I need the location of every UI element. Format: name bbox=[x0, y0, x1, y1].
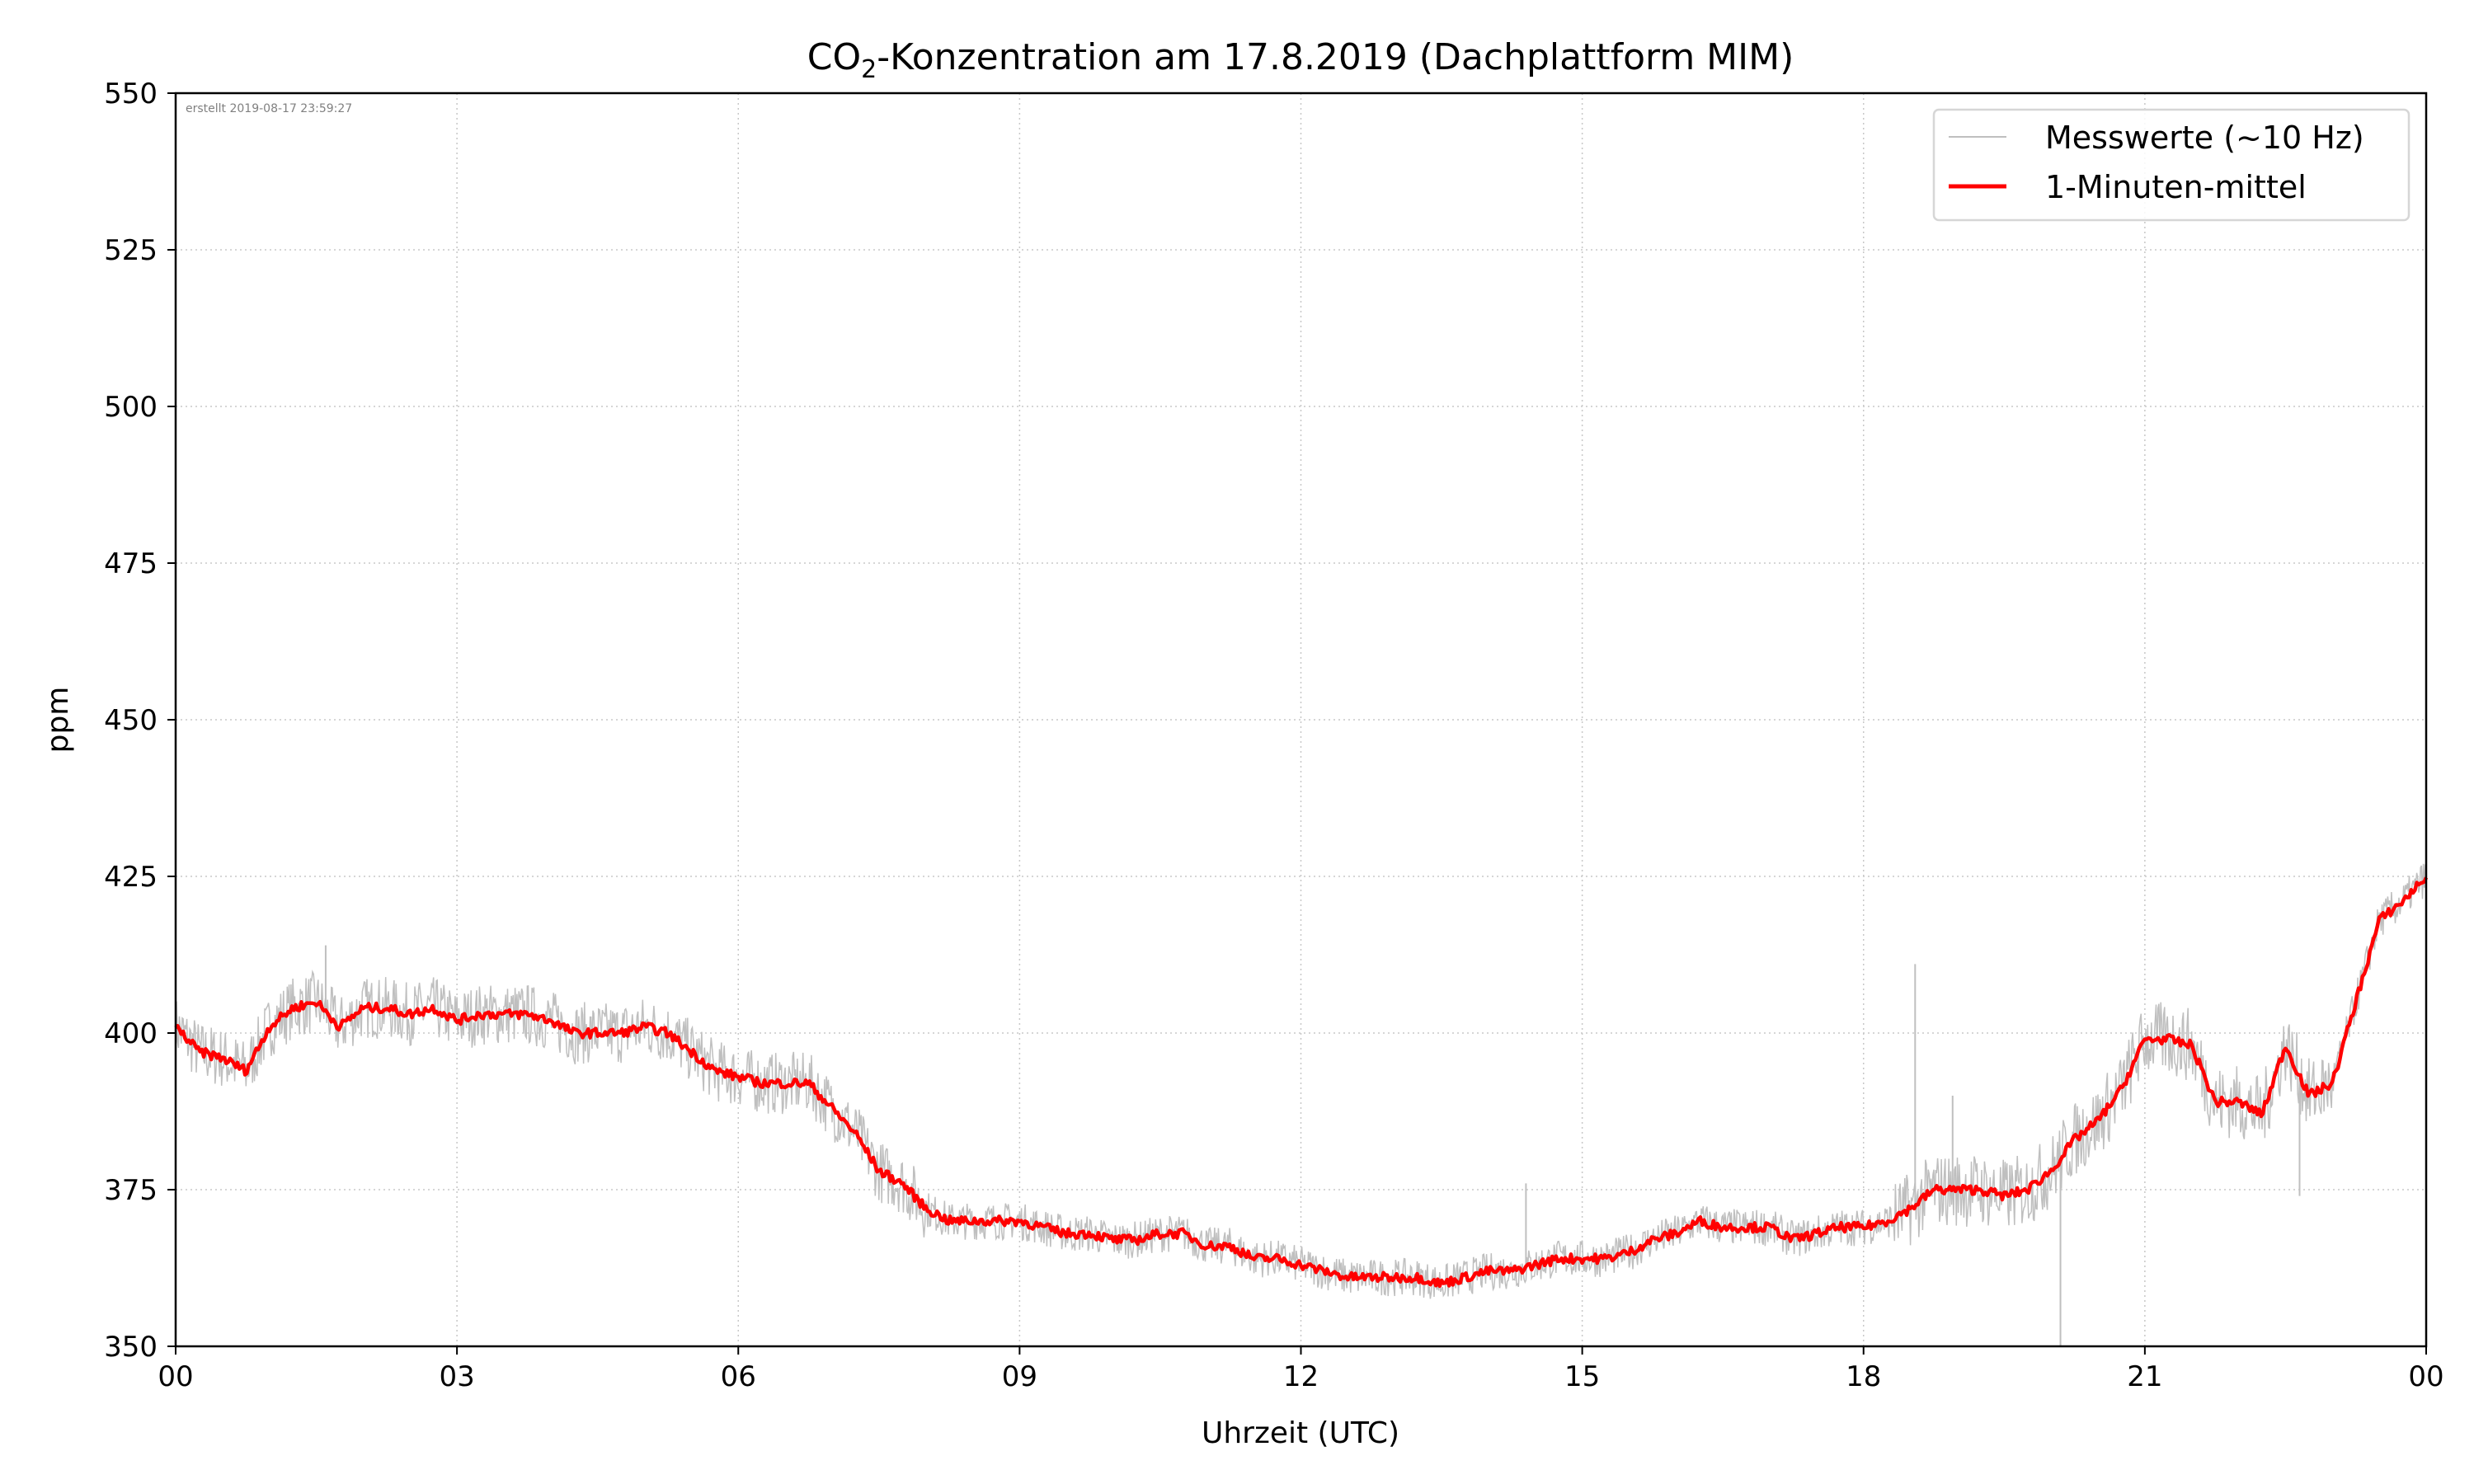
y-tick-label: 400 bbox=[104, 1017, 158, 1050]
y-tick-label: 550 bbox=[104, 77, 158, 110]
chart-title: CO2-Konzentration am 17.8.2019 (Dachplat… bbox=[807, 36, 1794, 84]
legend-box bbox=[1932, 108, 2411, 222]
x-axis-label: Uhrzeit (UTC) bbox=[1202, 1416, 1399, 1450]
x-tick-label: 00 bbox=[158, 1360, 193, 1393]
y-tick-label: 375 bbox=[104, 1174, 158, 1207]
created-annotation: erstellt 2019-08-17 23:59:27 bbox=[186, 102, 352, 115]
x-tick-label: 09 bbox=[1002, 1360, 1037, 1393]
mittel-line bbox=[174, 876, 2429, 1289]
y-tick-label: 525 bbox=[104, 234, 158, 267]
x-tick-label: 15 bbox=[1564, 1360, 1600, 1393]
series-1-minuten-mittel bbox=[174, 876, 2429, 1289]
x-tick-label: 06 bbox=[721, 1360, 756, 1393]
y-axis-label: ppm bbox=[41, 687, 75, 754]
y-tick-label: 350 bbox=[104, 1331, 158, 1364]
grid-lines bbox=[175, 92, 2427, 1347]
x-tick-label: 00 bbox=[2408, 1360, 2443, 1393]
series-messwerte bbox=[175, 863, 2426, 1346]
y-tick-label: 500 bbox=[104, 391, 158, 424]
legend-label-mittel: 1-Minuten-mittel bbox=[2045, 169, 2307, 205]
x-tick-label: 12 bbox=[1283, 1360, 1319, 1393]
x-axis-ticks: 00 03 06 09 12 15 18 21 00 bbox=[158, 1346, 2444, 1393]
messwerte-line bbox=[175, 863, 2426, 1299]
y-axis-ticks: 350 375 400 425 450 475 500 525 550 bbox=[104, 77, 176, 1364]
x-tick-label: 03 bbox=[439, 1360, 474, 1393]
legend-label-messwerte: Messwerte (~10 Hz) bbox=[2045, 120, 2364, 156]
x-tick-label: 21 bbox=[2127, 1360, 2162, 1393]
x-tick-label: 18 bbox=[1846, 1360, 1881, 1393]
y-tick-label: 450 bbox=[104, 704, 158, 737]
y-tick-label: 425 bbox=[104, 861, 158, 894]
y-tick-label: 475 bbox=[104, 547, 158, 580]
legend: Messwerte (~10 Hz) 1-Minuten-mittel bbox=[1932, 108, 2411, 222]
